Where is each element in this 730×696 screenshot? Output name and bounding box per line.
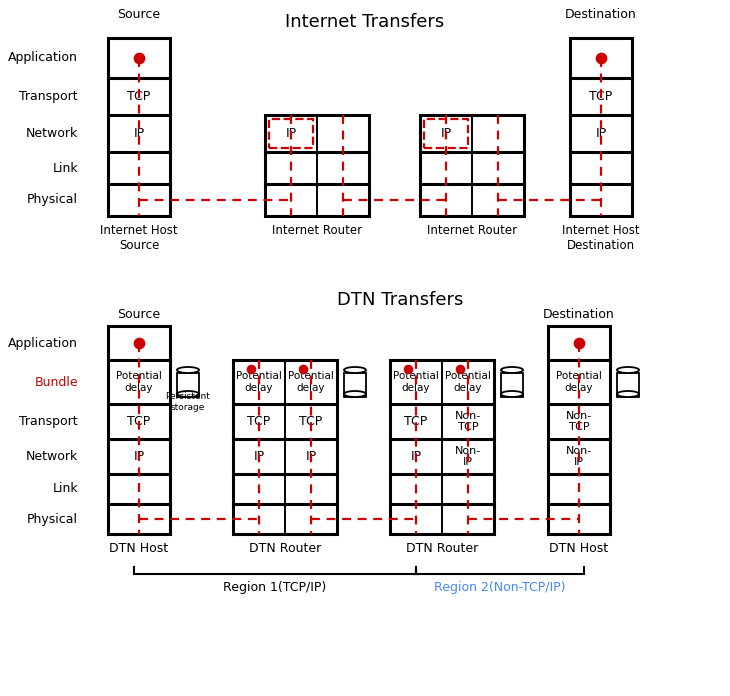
Text: TCP: TCP (247, 415, 271, 428)
Bar (108, 38, 170, 216)
Ellipse shape (501, 391, 523, 397)
Text: Bundle: Bundle (34, 376, 78, 388)
Text: Source: Source (118, 8, 161, 20)
Text: Internet Host
Source: Internet Host Source (100, 224, 178, 252)
Text: TCP: TCP (589, 90, 612, 103)
Text: Internet Host
Destination: Internet Host Destination (562, 224, 639, 252)
Text: DTN Router: DTN Router (406, 542, 478, 555)
Point (454, 363, 466, 374)
Text: DTN Transfers: DTN Transfers (337, 291, 464, 309)
Bar (424, 119, 468, 148)
Text: Potential
delay: Potential delay (236, 371, 282, 393)
Text: TCP: TCP (127, 415, 150, 428)
Text: Potential
delay: Potential delay (445, 371, 491, 393)
Text: Non-
IP: Non- IP (566, 445, 592, 467)
Ellipse shape (177, 367, 199, 373)
Text: Potential
delay: Potential delay (393, 371, 439, 393)
Text: Transport: Transport (20, 415, 78, 428)
Text: Physical: Physical (27, 512, 78, 525)
Text: IP: IP (134, 127, 145, 140)
Text: Region 1(TCP/IP): Region 1(TCP/IP) (223, 580, 326, 594)
Text: Network: Network (26, 127, 78, 140)
Text: Potential
delay: Potential delay (556, 371, 602, 393)
Text: Non-
IP: Non- IP (455, 445, 481, 467)
Text: TCP: TCP (127, 90, 150, 103)
Text: Destination: Destination (565, 8, 637, 20)
Text: Link: Link (53, 161, 78, 175)
Bar (570, 38, 632, 216)
Bar (501, 373, 523, 397)
Text: DTN Host: DTN Host (550, 542, 609, 555)
Point (573, 338, 585, 349)
Bar (233, 360, 337, 534)
Point (133, 338, 145, 349)
Text: DTN Router: DTN Router (249, 542, 321, 555)
Ellipse shape (177, 391, 199, 397)
Ellipse shape (501, 367, 523, 373)
Ellipse shape (617, 367, 639, 373)
Bar (108, 326, 170, 534)
Bar (344, 373, 366, 397)
Text: Non-
TCP: Non- TCP (566, 411, 592, 432)
Text: TCP: TCP (299, 415, 323, 428)
Ellipse shape (344, 367, 366, 373)
Text: IP: IP (596, 127, 607, 140)
Text: Persistent
storage: Persistent storage (166, 393, 210, 412)
Text: IP: IP (410, 450, 421, 463)
Text: Non-
TCP: Non- TCP (455, 411, 481, 432)
Ellipse shape (617, 391, 639, 397)
Text: Transport: Transport (20, 90, 78, 103)
Ellipse shape (344, 391, 366, 397)
Text: Application: Application (8, 336, 78, 349)
Text: IP: IP (134, 450, 145, 463)
Text: Internet Router: Internet Router (427, 224, 517, 237)
Text: DTN Host: DTN Host (110, 542, 169, 555)
Bar (265, 115, 369, 216)
Bar (617, 373, 639, 397)
Bar (269, 119, 313, 148)
Text: Application: Application (8, 52, 78, 65)
Bar (390, 360, 494, 534)
Text: Internet Transfers: Internet Transfers (285, 13, 445, 31)
Bar (177, 373, 199, 397)
Text: Region 2(Non-TCP/IP): Region 2(Non-TCP/IP) (434, 580, 566, 594)
Bar (548, 326, 610, 534)
Point (595, 52, 607, 63)
Text: Source: Source (118, 308, 161, 320)
Text: Destination: Destination (543, 308, 615, 320)
Point (402, 363, 414, 374)
Point (297, 363, 309, 374)
Text: Potential
delay: Potential delay (116, 371, 162, 393)
Text: Potential
delay: Potential delay (288, 371, 334, 393)
Point (133, 52, 145, 63)
Text: IP: IP (285, 127, 296, 140)
Text: IP: IP (440, 127, 452, 140)
Text: Physical: Physical (27, 193, 78, 207)
Text: IP: IP (305, 450, 317, 463)
Point (245, 363, 257, 374)
Text: IP: IP (253, 450, 264, 463)
Text: Link: Link (53, 482, 78, 496)
Text: Network: Network (26, 450, 78, 463)
Text: TCP: TCP (404, 415, 428, 428)
Text: Internet Router: Internet Router (272, 224, 362, 237)
Bar (420, 115, 524, 216)
